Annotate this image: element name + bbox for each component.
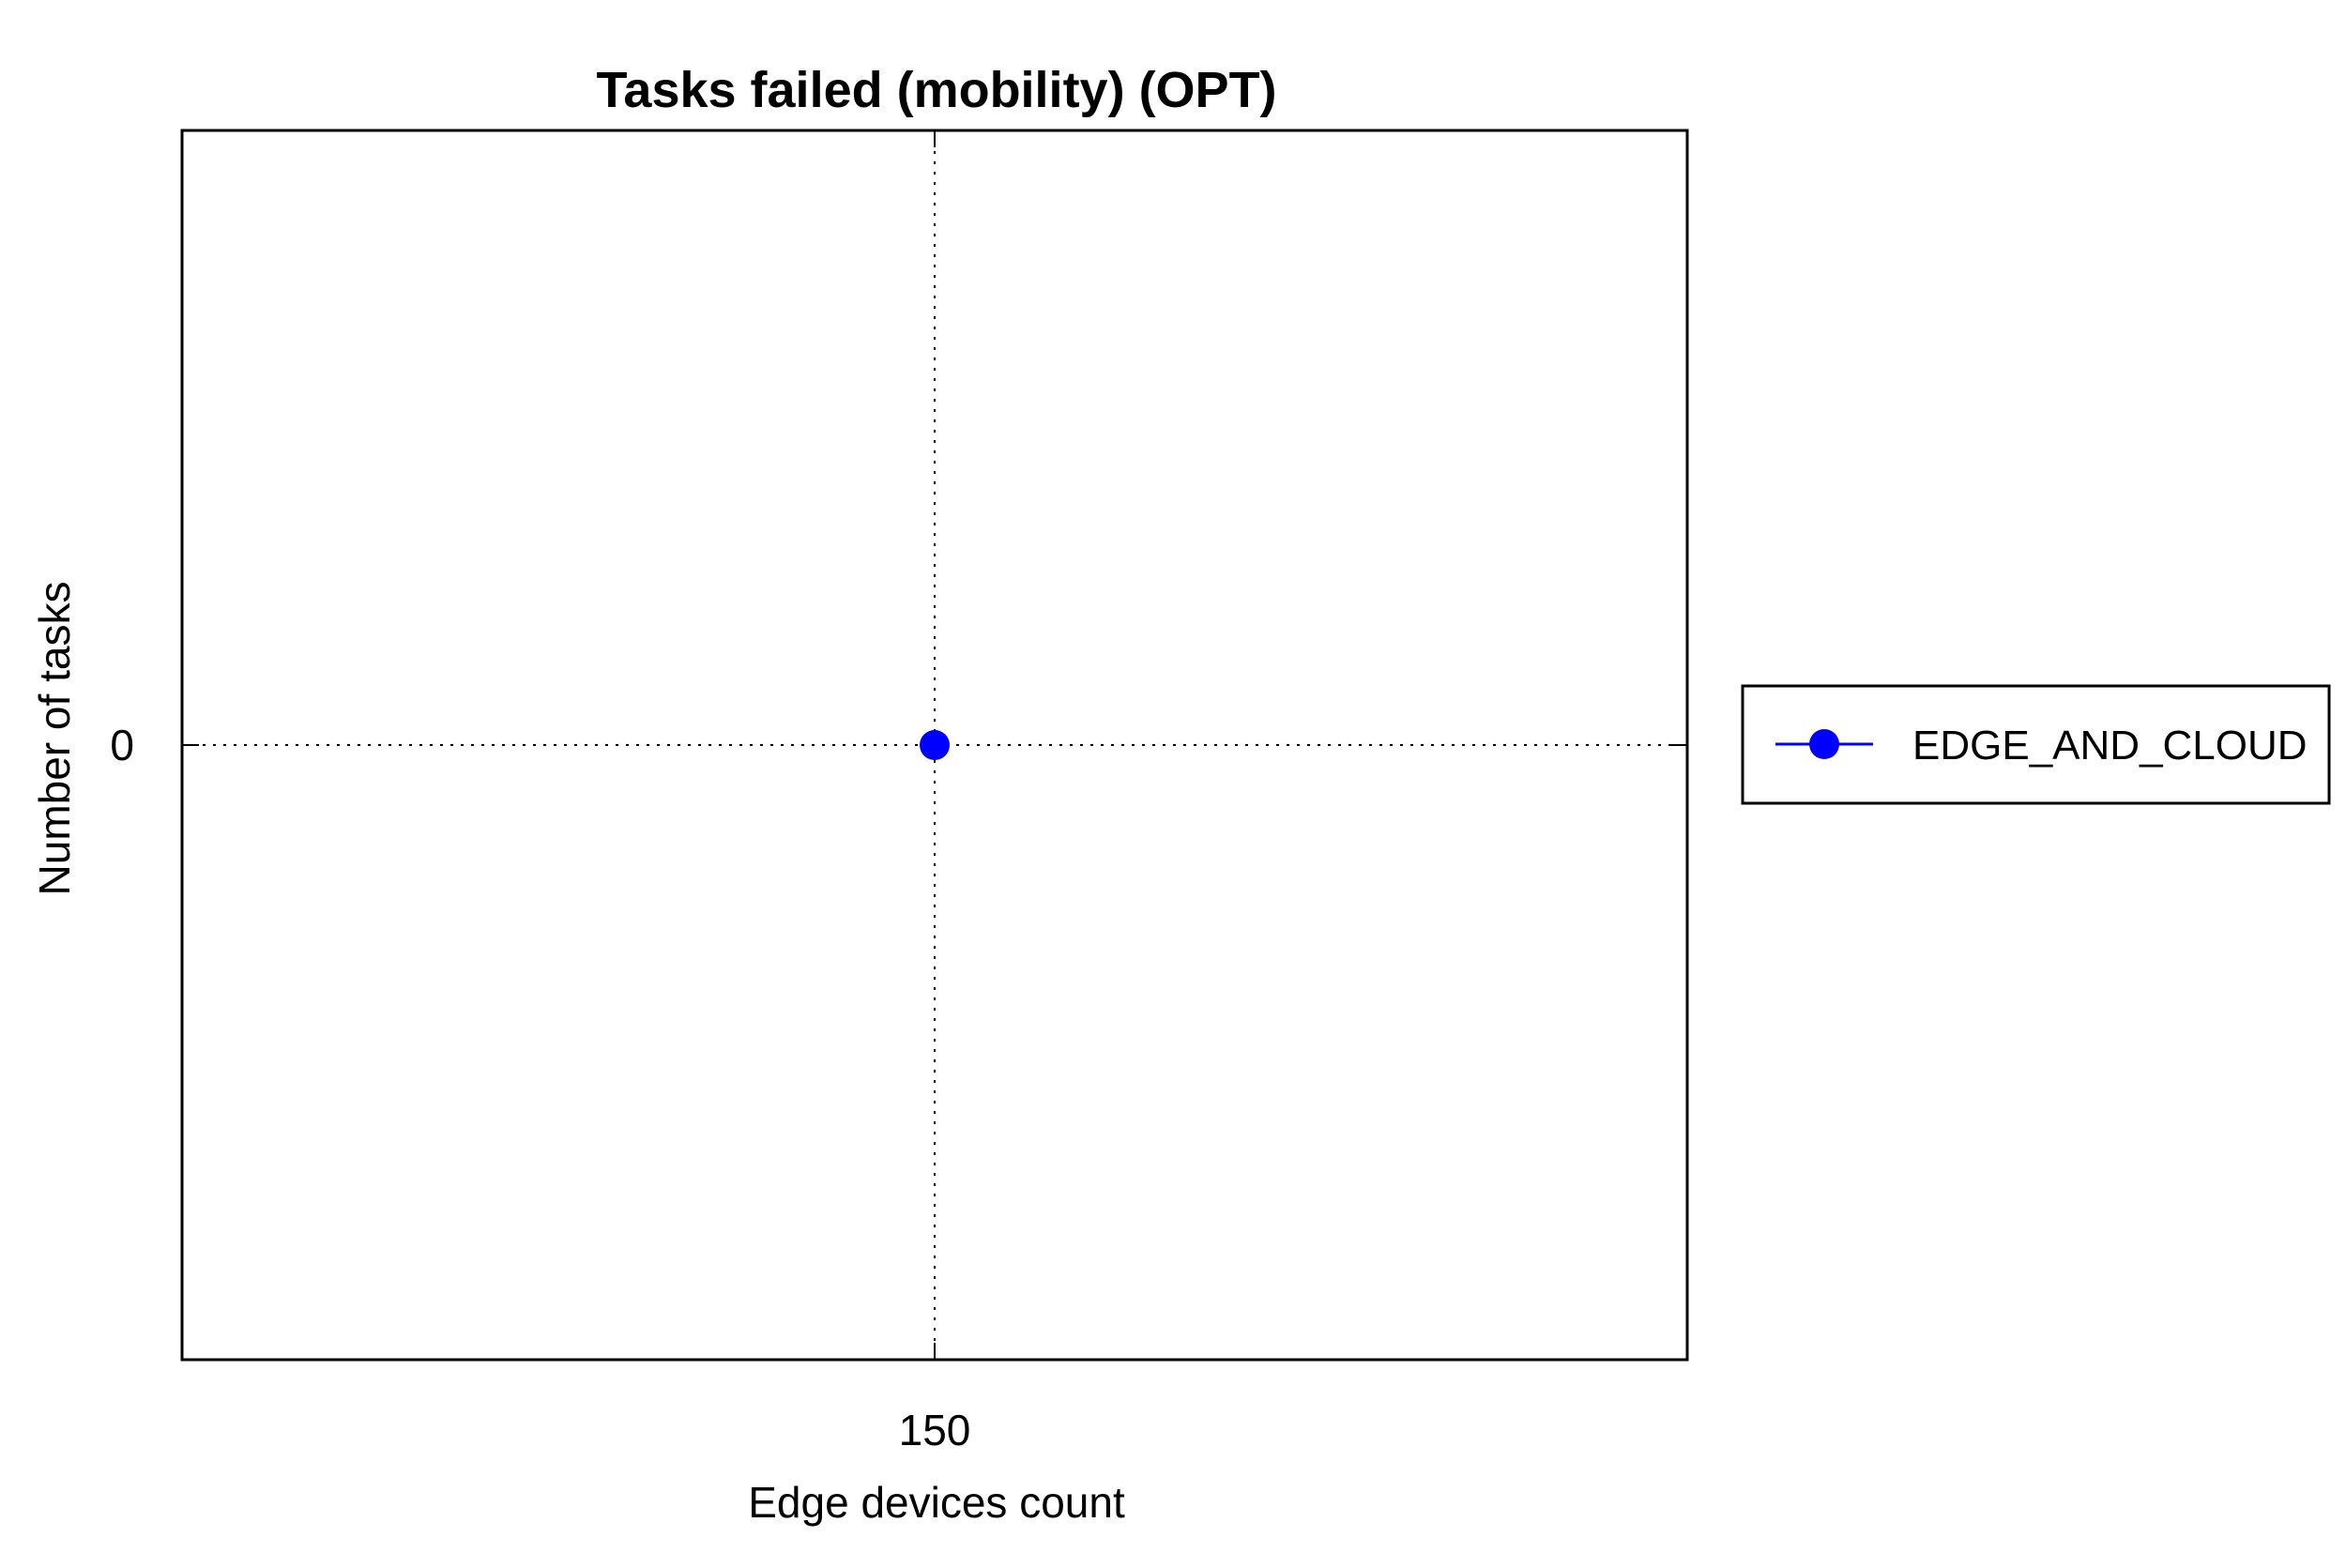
grid-layer	[182, 130, 1687, 1360]
series-layer	[920, 730, 950, 760]
x-tick-label: 150	[899, 1406, 971, 1454]
legend-label: EDGE_AND_CLOUD	[1912, 723, 2308, 769]
y-tick-label: 0	[110, 721, 134, 769]
chart-title: Tasks failed (mobility) (OPT)	[596, 62, 1276, 118]
x-axis-label: Edge devices count	[748, 1478, 1125, 1527]
legend-entries: EDGE_AND_CLOUD	[1775, 723, 2308, 769]
legend: EDGE_AND_CLOUD	[1741, 684, 2331, 805]
y-axis-label: Number of tasks	[30, 582, 79, 896]
data-point	[920, 730, 950, 760]
legend-marker	[1809, 729, 1839, 759]
plot-frame	[180, 129, 1689, 1362]
